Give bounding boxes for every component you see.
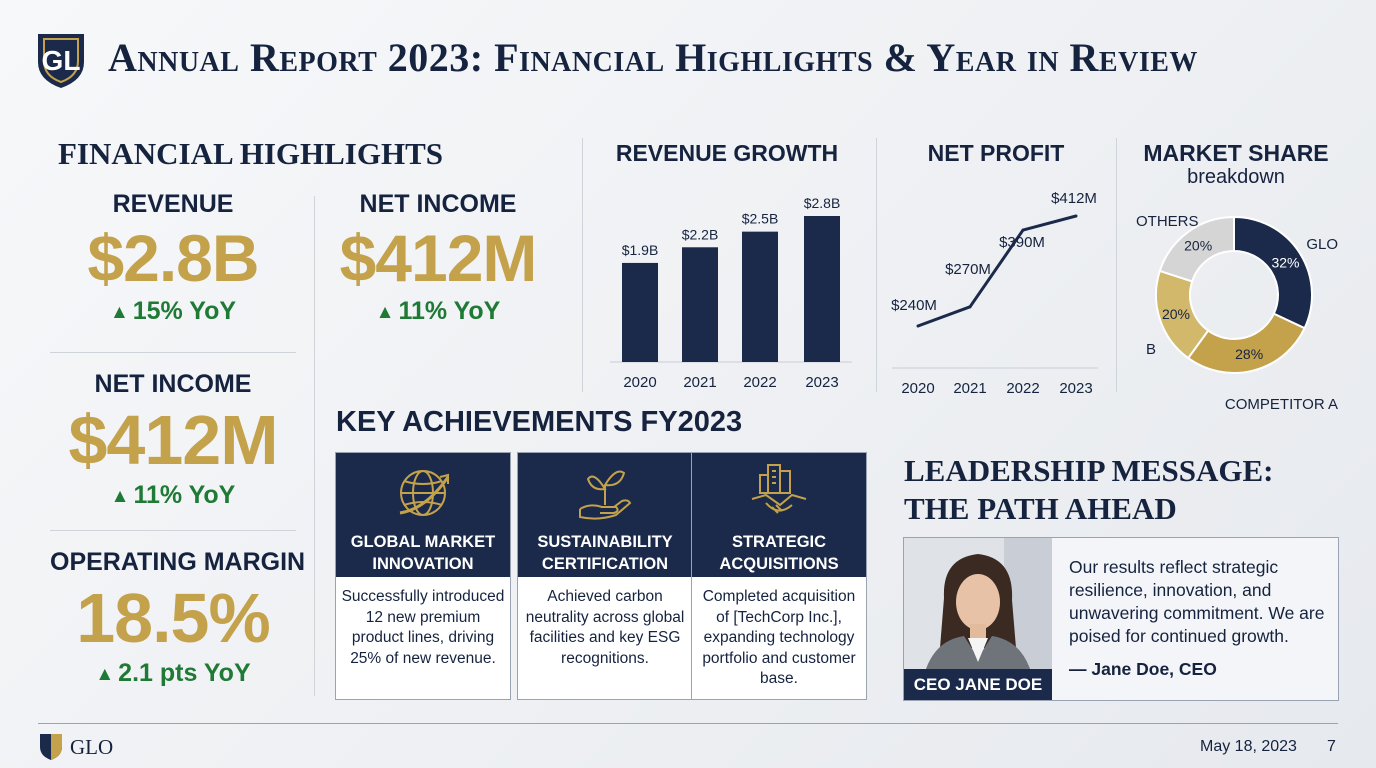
line-data-label: $412M (1051, 190, 1097, 207)
slice-name-label: B (1146, 341, 1156, 358)
card-title: GLOBAL MARKET INNOVATION (350, 533, 496, 573)
kpi-label: NET INCOME (359, 190, 517, 218)
bar (804, 216, 840, 362)
leadership-quote: Our results reflect strategic resilience… (1069, 557, 1325, 646)
footer-date: May 18, 2023 (1200, 738, 1297, 755)
net-profit-chart: $240M 2020 $270M 2021 $390M 2022 $412M 2023 (891, 190, 1098, 397)
x-tick-label: 2022 (1006, 380, 1039, 397)
bar (742, 231, 778, 362)
divider (314, 196, 315, 696)
donut-slice (1233, 215, 1313, 330)
slice-name-label: GLO (1306, 236, 1338, 253)
globe-arrow-icon (399, 470, 450, 516)
card-title: SUSTAINABILITY CERTIFICATION (537, 533, 673, 573)
bar (622, 262, 658, 362)
divider (50, 352, 296, 353)
x-tick-label: 2021 (953, 380, 986, 397)
kpi-change: ▲ 11% YoY (375, 297, 501, 325)
footer-logo-icon (40, 734, 62, 760)
kpi-value: $2.8B (87, 221, 259, 295)
card-header: SUSTAINABILITY CERTIFICATION (518, 453, 692, 577)
x-tick-label: 2020 (623, 374, 656, 391)
card-body: Successfully introduced 12 new premium p… (341, 588, 505, 667)
kpi-net-income-top: NET INCOME $412M ▲ 11% YoY (318, 190, 558, 326)
company-logo-icon: GL (38, 34, 84, 88)
x-tick-label: 2023 (1059, 380, 1092, 397)
up-arrow-icon: ▲ (375, 302, 395, 323)
kpi-change: ▲ 2.1 pts YoY (95, 659, 251, 687)
line-data-label: $390M (999, 234, 1045, 251)
kpi-label: REVENUE (112, 190, 234, 218)
up-arrow-icon: ▲ (109, 302, 129, 323)
financial-highlights-title: FINANCIAL HIGHLIGHTS (58, 136, 444, 171)
up-arrow-icon: ▲ (95, 664, 115, 685)
line-data-label: $240M (891, 297, 937, 314)
donut-slice (1158, 215, 1235, 283)
bar-data-label: $1.9B (622, 242, 659, 258)
divider (582, 138, 583, 392)
kpi-revenue: REVENUE $2.8B ▲ 15% YoY (50, 190, 296, 326)
key-achievements-title: KEY ACHIEVEMENTS FY2023 (336, 406, 743, 438)
line-point (968, 305, 972, 309)
revenue-growth-chart: $1.9B 2020 $2.2B 2021 $2.5B 2022 $2.8B 2023 (610, 195, 852, 391)
leadership-message-card: CEO JANE DOE Our results reflect strateg… (903, 537, 1339, 701)
kpi-label: NET INCOME (94, 370, 252, 398)
line-data-label: $270M (945, 261, 991, 278)
footer-divider (38, 723, 1338, 724)
ceo-name-label: CEO JANE DOE (904, 669, 1052, 700)
line-point (1021, 228, 1025, 232)
kpi-change: ▲ 15% YoY (109, 297, 237, 325)
line-point (916, 324, 920, 328)
page-number: 7 (1327, 738, 1336, 755)
page-title: Annual Report 2023: Financial Highlights… (108, 35, 1198, 80)
card-header: GLOBAL MARKET INNOVATION (336, 453, 510, 577)
leadership-signature: — Jane Doe, CEO (1069, 659, 1217, 679)
divider (876, 138, 877, 392)
market-share-chart: 32% 28% 20% 20% GLO COMPETITOR A B OTHERS (1136, 213, 1338, 413)
slice-percent-label: 20% (1162, 306, 1190, 322)
donut-slice (1186, 312, 1306, 374)
x-tick-label: 2022 (743, 374, 776, 391)
slice-name-label: OTHERS (1136, 213, 1199, 230)
net-profit-line (917, 214, 1077, 328)
achievement-card: SUSTAINABILITY CERTIFICATION Achieved car… (517, 452, 693, 700)
kpi-net-income: NET INCOME $412M ▲ 11% YoY (50, 370, 296, 510)
market-share-subtitle: breakdown (1187, 166, 1285, 188)
bar (682, 247, 718, 362)
card-title: STRATEGIC ACQUISITIONS (719, 533, 839, 573)
revenue-chart-title: REVENUE GROWTH (615, 140, 839, 166)
kpi-change: ▲ 11% YoY (110, 481, 236, 509)
market-share-chart-title: MARKET SHARE (1143, 140, 1329, 166)
slice-percent-label: 20% (1184, 238, 1212, 254)
footer-brand: GLO (70, 735, 114, 759)
slice-percent-label: 32% (1271, 254, 1299, 270)
up-arrow-icon: ▲ (110, 486, 130, 507)
achievement-card: STRATEGIC ACQUISITIONS Completed acquisit… (691, 452, 867, 700)
kpi-operating-margin: OPERATING MARGIN 18.5% ▲ 2.1 pts YoY (50, 548, 306, 688)
line-point (1074, 214, 1078, 218)
x-tick-label: 2023 (805, 374, 838, 391)
bar-data-label: $2.5B (742, 211, 779, 227)
slice-percent-label: 28% (1235, 346, 1263, 362)
handshake-buildings-icon (751, 464, 807, 514)
kpi-label: OPERATING MARGIN (50, 548, 306, 576)
hand-plant-icon (579, 470, 632, 520)
x-tick-label: 2020 (901, 380, 934, 397)
kpi-value: $412M (339, 221, 538, 295)
x-tick-label: 2021 (683, 374, 716, 391)
card-body: Achieved carbon neutrality across global… (525, 588, 685, 667)
divider (50, 530, 296, 531)
achievement-card: GLOBAL MARKET INNOVATION Successfully int… (335, 452, 511, 700)
card-header: STRATEGIC ACQUISITIONS (692, 453, 866, 577)
svg-text:GL: GL (42, 45, 81, 76)
bar-data-label: $2.8B (804, 195, 841, 211)
kpi-value: $412M (68, 401, 278, 479)
net-profit-chart-title: NET PROFIT (927, 140, 1065, 166)
bar-data-label: $2.2B (682, 226, 719, 242)
leadership-title: LEADERSHIP MESSAGE: THE PATH AHEAD (904, 453, 1274, 526)
kpi-value: 18.5% (76, 579, 270, 657)
slice-name-label: COMPETITOR A (1225, 396, 1338, 413)
card-body: Completed acquisition of [TechCorp Inc.]… (702, 588, 856, 687)
divider (1116, 138, 1117, 392)
